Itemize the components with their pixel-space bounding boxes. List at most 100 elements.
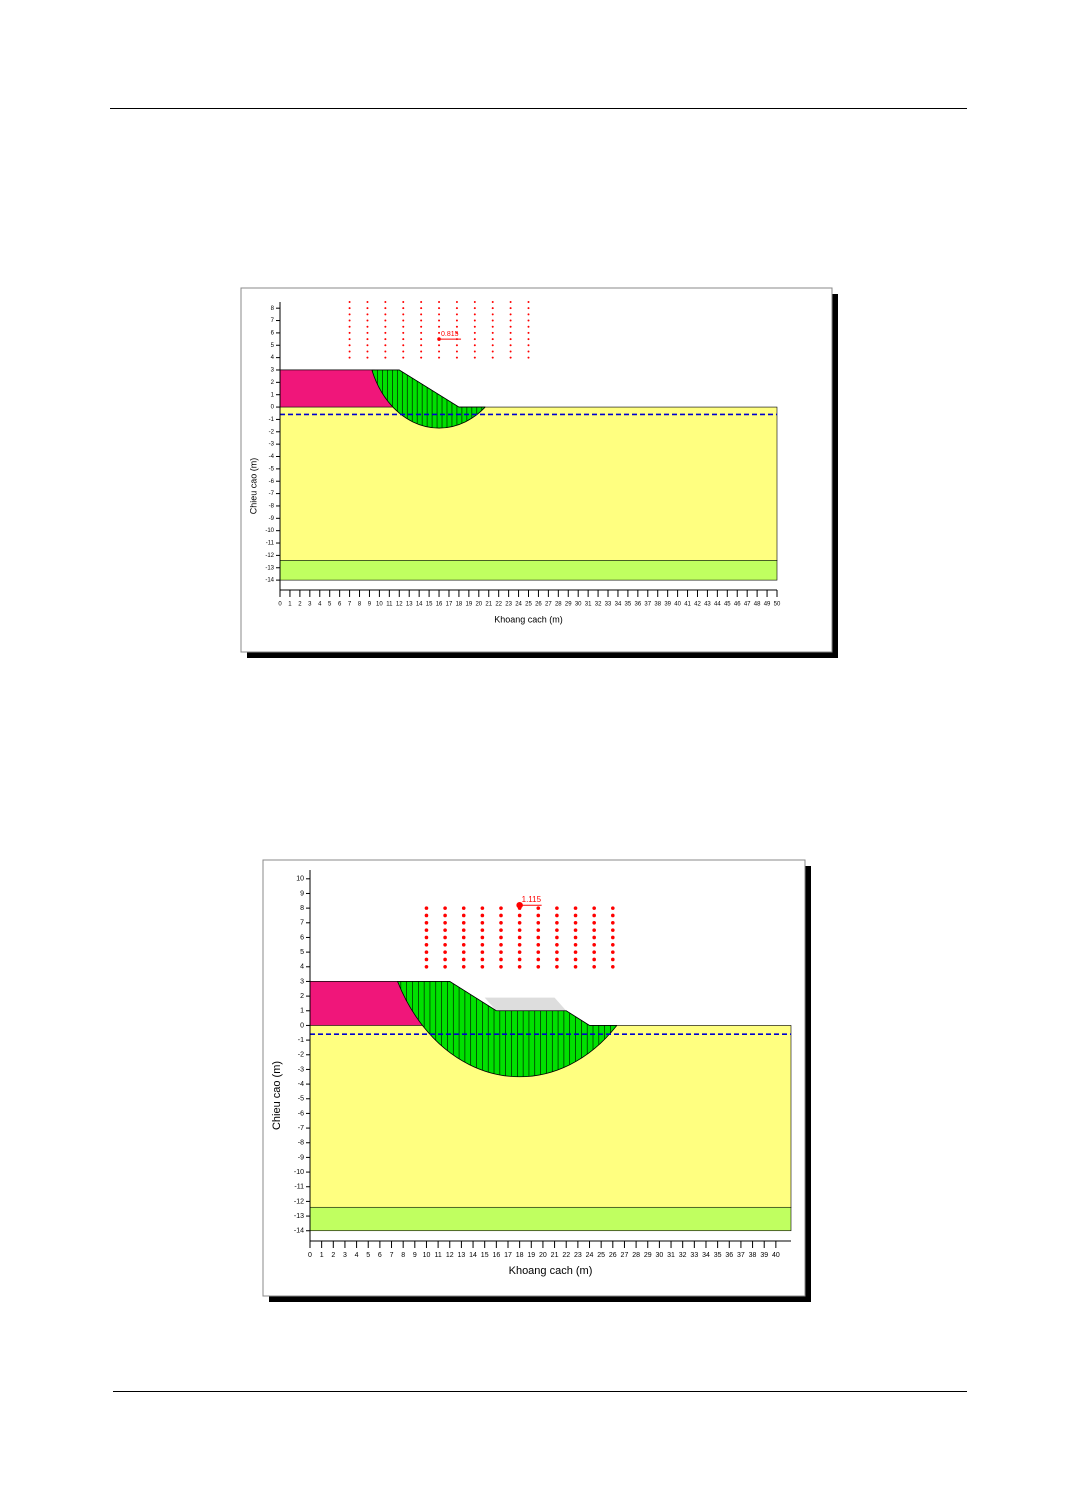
grid-center [517, 913, 522, 918]
grid-center [461, 920, 466, 925]
grid-center [420, 338, 423, 341]
y-tick-label: 6 [300, 934, 304, 941]
y-tick-label: 0 [300, 1022, 304, 1029]
grid-center [536, 957, 541, 962]
y-tick-label: -2 [298, 1052, 304, 1059]
y-tick-label: 9 [300, 890, 304, 897]
grid-center [348, 338, 351, 341]
grid-center [527, 313, 530, 316]
grid-center [555, 906, 559, 910]
grid-center [555, 950, 559, 954]
x-tick-label: 33 [690, 1252, 698, 1259]
grid-center [491, 307, 494, 310]
grid-center [461, 964, 466, 969]
grid-center [424, 964, 429, 969]
grid-center [536, 913, 541, 918]
grid-center [592, 964, 596, 969]
grid-center [461, 942, 466, 947]
grid-center [480, 913, 485, 918]
grid-center [348, 344, 351, 347]
grid-center [499, 942, 503, 947]
grid-center [438, 344, 441, 347]
grid-center [592, 906, 596, 910]
grid-center [455, 301, 458, 303]
y-axis-label: Chieu cao (m) [248, 458, 258, 515]
x-tick-label: 37 [737, 1252, 745, 1259]
x-tick-label: 48 [754, 602, 761, 608]
grid-center [527, 319, 530, 322]
grid-center [348, 313, 351, 316]
grid-center [536, 964, 541, 969]
grid-center [517, 920, 522, 925]
x-tick-label: 32 [595, 602, 602, 608]
x-tick-label: 20 [539, 1252, 547, 1259]
x-tick-label: 38 [749, 1252, 757, 1259]
grid-center [402, 313, 405, 316]
y-tick-label: 3 [300, 978, 304, 985]
grid-center [517, 957, 522, 962]
grid-center [438, 331, 441, 334]
y-tick-label: -2 [269, 429, 275, 435]
grid-center [480, 964, 485, 969]
x-tick-label: 33 [605, 602, 612, 608]
x-tick-label: 40 [772, 1252, 780, 1259]
x-tick-label: 8 [401, 1252, 405, 1259]
x-tick-label: 27 [621, 1252, 629, 1259]
grid-center [509, 301, 512, 303]
grid-center [443, 928, 447, 932]
x-tick-label: 29 [644, 1252, 652, 1259]
x-tick-label: 34 [702, 1252, 710, 1259]
x-tick-label: 7 [390, 1252, 394, 1259]
x-tick-label: 36 [725, 1252, 733, 1259]
grid-center [384, 313, 387, 316]
grid-center [443, 964, 447, 969]
x-tick-label: 9 [413, 1252, 417, 1259]
grid-center [527, 325, 530, 328]
grid-center [473, 338, 476, 341]
grid-center [420, 301, 423, 303]
y-tick-label: 4 [271, 355, 275, 361]
y-tick-label: -8 [269, 504, 275, 510]
x-tick-label: 17 [504, 1252, 512, 1259]
grid-center [491, 344, 494, 347]
x-tick-label: 29 [565, 602, 572, 608]
grid-center [499, 935, 503, 940]
y-tick-label: 2 [271, 380, 275, 386]
y-tick-label: -1 [269, 417, 275, 423]
x-tick-label: 10 [376, 602, 383, 608]
grid-center [573, 920, 578, 925]
grid-center [527, 338, 530, 341]
grid-center [555, 928, 559, 932]
grid-center [555, 913, 559, 918]
x-tick-label: 21 [485, 602, 492, 608]
grid-center [517, 964, 522, 969]
x-tick-label: 9 [368, 602, 372, 608]
y-tick-label: 8 [300, 905, 304, 912]
grid-center [455, 307, 458, 310]
grid-center [611, 920, 615, 925]
grid-center [499, 906, 503, 910]
grid-center [461, 957, 466, 962]
x-tick-label: 24 [586, 1252, 594, 1259]
x-tick-label: 1 [320, 1252, 324, 1259]
y-tick-label: -13 [294, 1213, 304, 1220]
x-tick-label: 43 [704, 602, 711, 608]
x-tick-label: 30 [575, 602, 582, 608]
base-layer [279, 560, 778, 581]
grid-center [473, 344, 476, 347]
grid-center [527, 356, 530, 359]
x-tick-label: 32 [679, 1252, 687, 1259]
grid-center [402, 319, 405, 322]
x-tick-label: 0 [278, 602, 282, 608]
grid-center [611, 913, 615, 918]
grid-center [473, 331, 476, 334]
x-tick-label: 14 [416, 602, 423, 608]
grid-center [384, 344, 387, 347]
grid-center [499, 928, 503, 932]
y-tick-label: -3 [298, 1066, 304, 1073]
x-tick-label: 2 [331, 1252, 335, 1259]
y-tick-label: -6 [269, 479, 275, 485]
x-tick-label: 38 [654, 602, 661, 608]
grid-center [509, 331, 512, 334]
